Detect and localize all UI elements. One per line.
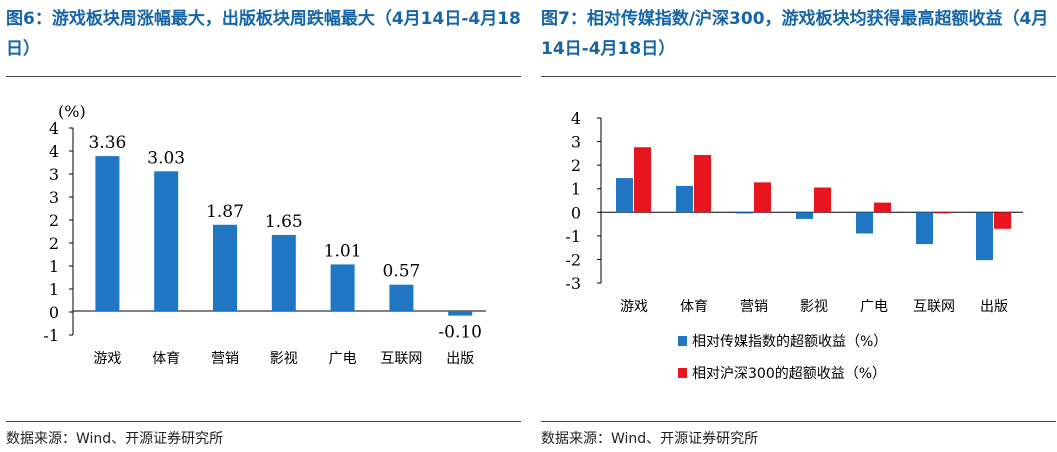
x-category-label: 影视 — [800, 299, 828, 315]
x-category-label: 出版 — [446, 351, 474, 367]
x-category-label: 体育 — [152, 351, 180, 367]
bar-series-1 — [676, 185, 693, 213]
x-category-label: 影视 — [270, 351, 298, 367]
bar-series-2 — [634, 147, 651, 213]
left-bar-chart: (%)443322110-13.36游戏3.03体育1.87营销1.65影视1.… — [43, 102, 486, 367]
right-chart-panel: 图7：相对传媒指数/沪深300，游戏板块均获得最高超额收益（4月14日-4月18… — [541, 0, 1056, 452]
left-title-divider — [6, 76, 521, 77]
right-source-note: 数据来源：Wind、开源证券研究所 — [541, 431, 759, 447]
right-bar-chart: 4 3 2 1 0 -1 -2 -3 游戏 体育 营销 影视 广电 互联网 出版相对传媒指数的超额收益（%）… — [565, 109, 1023, 382]
data-label: 0.57 — [382, 262, 420, 282]
x-category-label: 互联网 — [380, 351, 422, 367]
x-category-label: 广电 — [329, 351, 357, 367]
bar-series-2 — [814, 187, 831, 213]
x-category-label: 营销 — [740, 299, 768, 315]
y-tick-label: -2 — [565, 250, 581, 269]
y-tick-label: 4 — [49, 142, 59, 161]
legend-swatch — [678, 368, 687, 378]
data-label: 1.01 — [324, 241, 362, 261]
y-tick-label: -1 — [565, 227, 581, 246]
left-source-note: 数据来源：Wind、开源证券研究所 — [6, 431, 224, 447]
x-category-label: 体育 — [680, 299, 708, 315]
bar — [154, 171, 179, 311]
y-tick-label: -3 — [565, 274, 581, 293]
y-tick-label: 4 — [49, 119, 59, 138]
bar-series-2 — [994, 212, 1011, 229]
bar-series-1 — [616, 178, 633, 213]
right-source-divider — [541, 421, 1056, 422]
y-tick-label: 1 — [49, 257, 59, 276]
x-category-label: 出版 — [980, 299, 1008, 315]
y-tick-label: 0 — [49, 303, 59, 322]
y-tick-label: 4 — [571, 109, 581, 128]
left-chart-panel: 图6：游戏板块周涨幅最大，出版板块周跌幅最大（4月14日-4月18日） (%) 4… — [6, 0, 521, 452]
bar-series-2 — [874, 202, 891, 213]
y-tick-label: 3 — [49, 188, 59, 207]
bar — [448, 311, 473, 316]
bar-series-2 — [754, 182, 771, 213]
y-tick-label: 2 — [49, 211, 59, 230]
y-tick-label: 3 — [571, 133, 581, 152]
y-tick-label: 2 — [571, 156, 581, 175]
y-tick-label: 2 — [49, 234, 59, 253]
bar — [271, 234, 296, 311]
left-source-divider — [6, 421, 521, 422]
x-category-label: 游戏 — [620, 299, 648, 315]
y-tick-label: 0 — [571, 203, 581, 222]
data-label: 3.03 — [147, 148, 185, 168]
data-label: 1.87 — [206, 202, 244, 222]
bar — [389, 284, 414, 311]
right-title-divider — [541, 76, 1056, 77]
data-label: -0.10 — [438, 323, 482, 343]
bar-series-1 — [916, 212, 933, 245]
bar-series-1 — [796, 212, 813, 219]
bar-series-1 — [856, 212, 873, 234]
bar-series-1 — [736, 212, 753, 214]
y-tick-label: 1 — [571, 180, 581, 199]
legend-label: 相对传媒指数的超额收益（%） — [692, 334, 887, 350]
left-chart-title: 图6：游戏板块周涨幅最大，出版板块周跌幅最大（4月14日-4月18日） — [6, 9, 521, 59]
data-label: 1.65 — [265, 212, 303, 232]
x-category-label: 营销 — [211, 351, 239, 367]
bar — [95, 156, 120, 311]
y-tick-label: 1 — [49, 280, 59, 299]
bar-series-2 — [934, 212, 951, 214]
bar-series-1 — [976, 212, 993, 261]
legend-swatch — [678, 336, 687, 346]
data-label: 3.36 — [88, 133, 126, 153]
unit-label: (%) — [58, 102, 86, 121]
x-category-label: 游戏 — [93, 351, 121, 367]
y-tick-label: 3 — [49, 165, 59, 184]
y-tick-label: -1 — [43, 326, 59, 345]
right-chart-title: 图7：相对传媒指数/沪深300，游戏板块均获得最高超额收益（4月14日-4月18… — [541, 9, 1049, 59]
bar — [330, 264, 355, 311]
bar — [213, 224, 237, 311]
x-category-label: 广电 — [860, 299, 888, 315]
legend-label: 相对沪深300的超额收益（%） — [692, 366, 886, 382]
x-category-label: 互联网 — [913, 299, 955, 315]
bar-series-2 — [694, 155, 711, 213]
